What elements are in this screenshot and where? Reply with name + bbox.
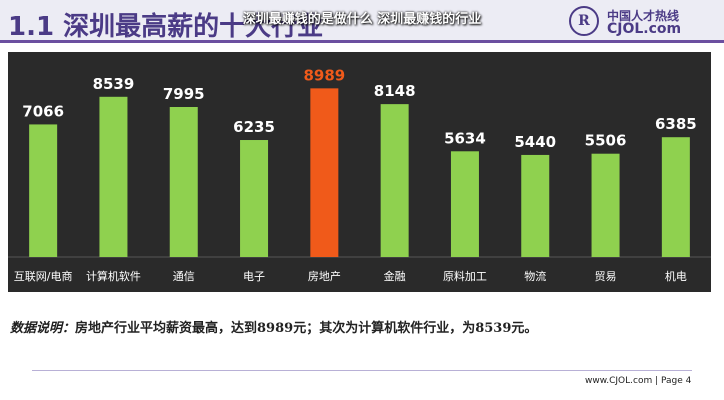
data-note-label: 数据说明： <box>10 321 76 336</box>
page-number: 4 <box>685 376 692 386</box>
footer-divider <box>32 370 692 371</box>
bar-7 <box>521 154 550 257</box>
cjol-logo: R 中国人才热线 CJOL.com <box>569 6 719 38</box>
bar-2 <box>169 106 198 258</box>
category-label-5: 金融 <box>384 269 406 283</box>
category-label-9: 机电 <box>665 269 687 283</box>
category-label-6: 原料加工 <box>443 269 487 283</box>
bar-3 <box>240 140 269 257</box>
category-label-4: 房地产 <box>308 269 341 283</box>
value-label-6: 5634 <box>444 129 486 147</box>
value-label-3: 6235 <box>233 118 275 136</box>
title-bar <box>0 0 724 42</box>
slide-title: 1.1 深圳最高薪的十大行业 <box>8 12 324 42</box>
bar-1 <box>99 96 128 257</box>
value-label-8: 5506 <box>585 132 627 150</box>
value-label-9: 6385 <box>655 115 697 133</box>
value-label-1: 8539 <box>93 75 135 93</box>
bar-9 <box>661 137 690 257</box>
title-underline <box>0 40 724 43</box>
bar-5 <box>380 104 409 258</box>
category-label-8: 贸易 <box>595 270 617 283</box>
value-label-2: 7995 <box>163 85 205 103</box>
value-label-7: 5440 <box>514 133 556 151</box>
overlay-caption: 深圳最赚钱的是做什么 深圳最赚钱的行业 <box>242 12 482 27</box>
category-label-3: 电子 <box>243 270 265 283</box>
bar-6 <box>450 151 479 257</box>
value-label-0: 7066 <box>22 102 64 120</box>
logo-seal-icon: R <box>569 6 599 36</box>
bar-chart: 7066 互联网/电商 8539 计算机软件 7995 通信 6235 电子 8989 房地产 81… <box>8 66 711 283</box>
value-label-4: 8989 <box>303 66 345 84</box>
category-label-2: 通信 <box>173 270 195 283</box>
footer-url: www.CJOL.com | Page <box>585 376 683 386</box>
chart-panel: 7066 互联网/电商 8539 计算机软件 7995 通信 6235 电子 8989 房地产 81… <box>8 52 711 292</box>
logo-url: CJOL.com <box>607 21 682 37</box>
bar-0 <box>29 124 58 258</box>
footer: www.CJOL.com | Page 4 <box>585 376 691 386</box>
data-note: 数据说明：房地产行业平均薪资最高，达到8989元；其次为计算机软件行业，为853… <box>10 317 537 336</box>
bar-4 <box>310 88 339 257</box>
logo-name: 中国人才热线 <box>607 9 680 23</box>
value-label-5: 8148 <box>374 82 416 100</box>
category-label-0: 互联网/电商 <box>14 269 73 283</box>
data-note-text: 房地产行业平均薪资最高，达到8989元；其次为计算机软件行业，为8539元。 <box>75 321 538 336</box>
category-label-7: 物流 <box>524 269 546 283</box>
category-label-1: 计算机软件 <box>86 269 141 283</box>
bar-8 <box>591 153 620 257</box>
